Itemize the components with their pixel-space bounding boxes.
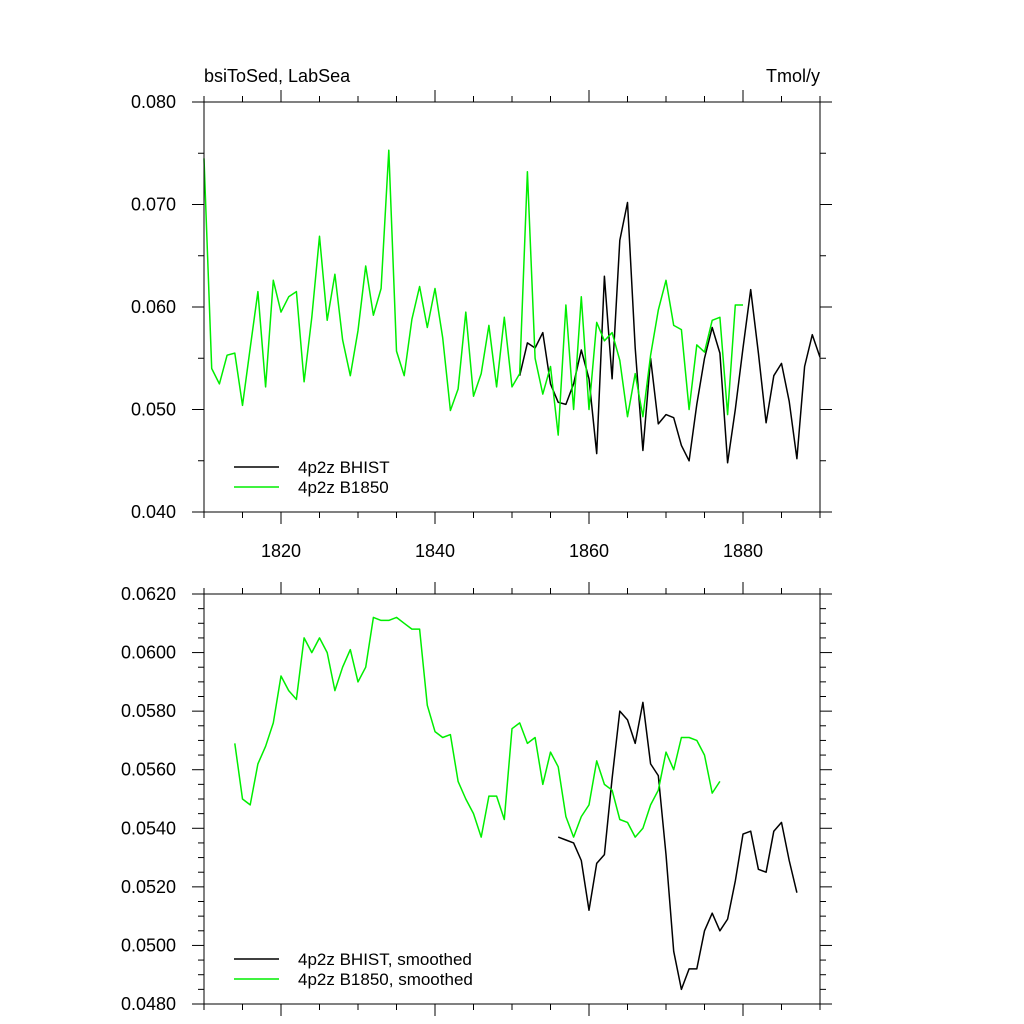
top-panel-series xyxy=(203,149,821,464)
top-panel-title-right: Tmol/y xyxy=(766,66,820,86)
top-x-tick-label: 1820 xyxy=(261,541,301,561)
bottom-panel: 0.0480 0.0500 0.0520 0.0540 0.0560 0.0580 0.06… xyxy=(121,582,832,1016)
top-legend-label-bhist: 4p2z BHIST xyxy=(298,458,390,477)
top-y-tick-label: 0.040 xyxy=(131,502,176,522)
top-legend-label-b1850: 4p2z B1850 xyxy=(298,478,389,497)
bottom-panel-frame xyxy=(203,593,821,1005)
top-x-tick-label: 1880 xyxy=(723,541,763,561)
top-y-tick-label: 0.050 xyxy=(131,400,176,420)
top-y-tick-label: 0.060 xyxy=(131,297,176,317)
top-series-line-b1850 xyxy=(203,149,743,436)
top-panel-ticks: 0.040 0.050 0.060 0.070 0.080 1820 1840 1860 188… xyxy=(131,90,832,561)
bottom-legend-label-bhist: 4p2z BHIST, smoothed xyxy=(298,950,472,969)
bottom-y-tick-label: 0.0600 xyxy=(121,643,176,663)
top-series-line-bhist xyxy=(518,201,821,464)
bottom-y-tick-label: 0.0540 xyxy=(121,818,176,838)
top-panel-frame xyxy=(203,101,821,513)
bottom-y-tick-label: 0.0480 xyxy=(121,994,176,1014)
bottom-y-tick-label: 0.0620 xyxy=(121,584,176,604)
top-panel-title-left: bsiToSed, LabSea xyxy=(204,66,351,86)
bottom-y-tick-label: 0.0500 xyxy=(121,935,176,955)
top-panel: bsiToSed, LabSea Tmol/y 0.0400.0500.0600… xyxy=(131,66,832,561)
bottom-y-tick-label: 0.0520 xyxy=(121,877,176,897)
top-y-tick-label: 0.070 xyxy=(131,195,176,215)
bottom-series-line-bhist xyxy=(557,701,798,991)
top-y-tick-label: 0.080 xyxy=(131,92,176,112)
bottom-series-line-b1850 xyxy=(234,616,721,838)
bottom-y-tick-label: 0.0560 xyxy=(121,760,176,780)
top-x-tick-label: 1860 xyxy=(569,541,609,561)
bottom-panel-series xyxy=(234,616,798,991)
bottom-y-tick-label: 0.0580 xyxy=(121,701,176,721)
top-x-tick-label: 1840 xyxy=(415,541,455,561)
bottom-legend-label-b1850: 4p2z B1850, smoothed xyxy=(298,970,473,989)
bottom-panel-ticks: 0.0480 0.0500 0.0520 0.0540 0.0560 0.0580 0.06… xyxy=(121,582,832,1016)
